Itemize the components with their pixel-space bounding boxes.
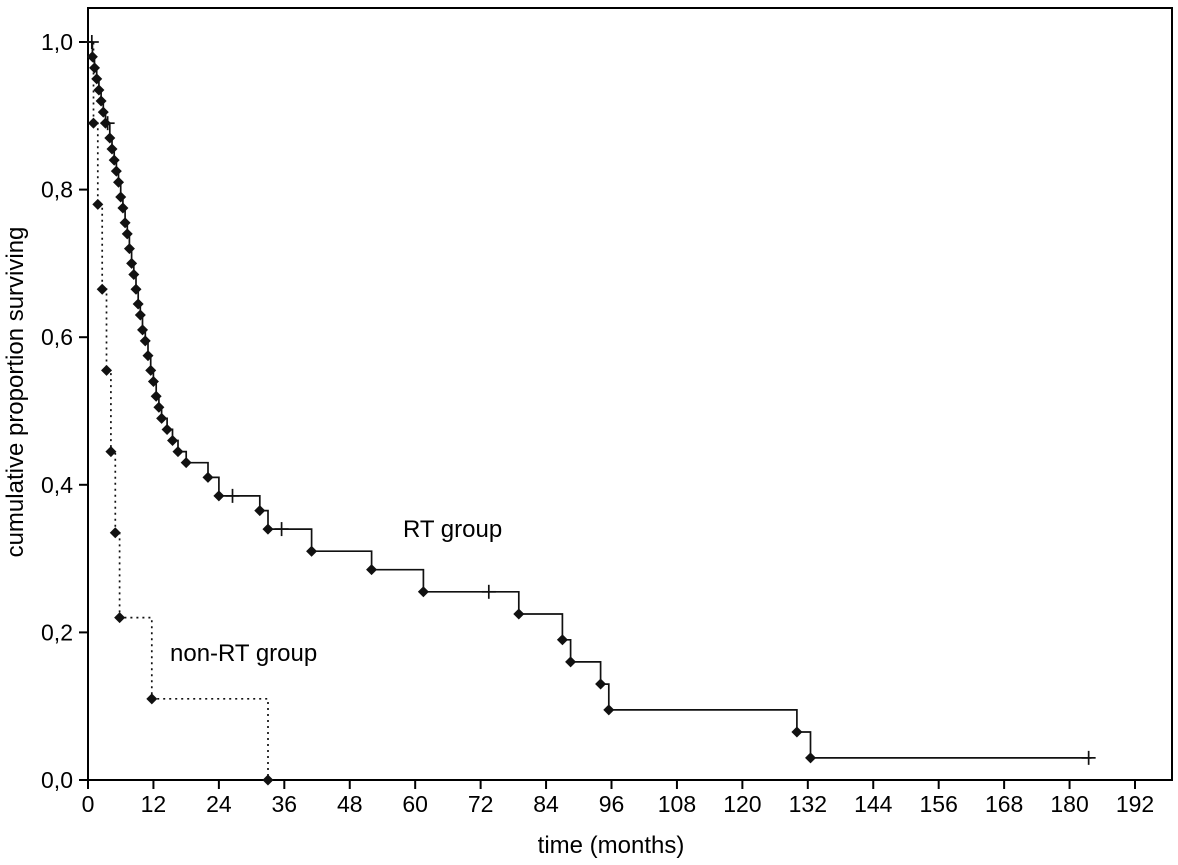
diamond-marker-non-rt-group: [146, 693, 158, 705]
diamond-marker-rt-group: [132, 298, 144, 310]
diamond-marker-rt-group: [97, 106, 109, 118]
y-tick-label: 0,4: [41, 472, 73, 498]
x-tick-label: 96: [599, 791, 625, 817]
diamond-marker-rt-group: [95, 95, 107, 107]
x-tick-label: 180: [1050, 791, 1088, 817]
diamond-marker-rt-group: [150, 390, 162, 402]
diamond-marker-non-rt-group: [92, 198, 104, 210]
diamond-marker-rt-group: [89, 62, 101, 74]
diamond-marker-rt-group: [104, 132, 116, 144]
diamond-marker-rt-group: [113, 176, 125, 188]
diamond-marker-rt-group: [126, 257, 138, 269]
x-tick-label: 12: [141, 791, 167, 817]
diamond-marker-rt-group: [142, 350, 154, 362]
diamond-marker-rt-group: [156, 412, 168, 424]
y-tick-label: 0,8: [41, 177, 73, 203]
diamond-marker-rt-group: [123, 243, 135, 255]
diamond-marker-non-rt-group: [114, 612, 126, 624]
y-tick-label: 0,2: [41, 619, 73, 645]
plot-frame: [87, 7, 1173, 781]
diamond-marker-non-rt-group: [96, 283, 108, 295]
diamond-marker-rt-group: [110, 165, 122, 177]
diamond-marker-rt-group: [565, 656, 577, 668]
x-tick-label: 168: [985, 791, 1023, 817]
diamond-marker-rt-group: [556, 634, 568, 646]
diamond-marker-rt-group: [153, 401, 165, 413]
x-tick-label: 144: [854, 791, 893, 817]
diamond-marker-rt-group: [93, 84, 105, 96]
x-tick-label: 192: [1116, 791, 1154, 817]
x-tick-label: 48: [337, 791, 363, 817]
diamond-marker-rt-group: [254, 505, 266, 517]
diamond-marker-rt-group: [139, 335, 151, 347]
rt-group-annotation: RT group: [403, 516, 503, 543]
x-tick-label: 24: [206, 791, 232, 817]
x-axis-title: time (months): [537, 832, 685, 859]
diamond-marker-rt-group: [128, 268, 140, 280]
diamond-marker-rt-group: [213, 490, 225, 502]
diamond-marker-rt-group: [161, 423, 173, 435]
diamond-marker-rt-group: [91, 73, 103, 85]
diamond-marker-non-rt-group: [87, 117, 99, 129]
x-tick-label: 132: [789, 791, 827, 817]
diamond-marker-rt-group: [513, 608, 525, 620]
x-tick-label: 120: [723, 791, 761, 817]
y-tick-label: 1,0: [41, 29, 73, 55]
diamond-marker-rt-group: [172, 446, 184, 458]
diamond-marker-rt-group: [180, 457, 192, 469]
x-tick-label: 84: [533, 791, 559, 817]
diamond-marker-non-rt-group: [262, 774, 274, 786]
diamond-marker-rt-group: [805, 752, 817, 764]
diamond-marker-rt-group: [147, 375, 159, 387]
diamond-marker-rt-group: [117, 202, 129, 214]
x-tick-label: 72: [468, 791, 494, 817]
diamond-marker-rt-group: [121, 228, 133, 240]
x-tick-label: 36: [272, 791, 298, 817]
diamond-marker-rt-group: [134, 309, 146, 321]
y-tick-label: 0,0: [41, 767, 73, 793]
y-axis-title: cumulative proportion surviving: [2, 226, 29, 558]
x-tick-label: 60: [402, 791, 428, 817]
diamond-marker-rt-group: [603, 704, 615, 716]
diamond-marker-rt-group: [115, 191, 127, 203]
diamond-marker-non-rt-group: [101, 364, 113, 376]
non-rt-group-annotation: non-RT group: [170, 640, 318, 667]
x-tick-label: 108: [658, 791, 696, 817]
diamond-marker-rt-group: [366, 564, 378, 576]
x-tick-label: 0: [82, 791, 95, 817]
diamond-marker-non-rt-group: [105, 446, 117, 458]
diamond-marker-rt-group: [130, 283, 142, 295]
diamond-marker-rt-group: [145, 364, 157, 376]
diamond-marker-rt-group: [202, 471, 214, 483]
diamond-marker-rt-group: [106, 143, 118, 155]
diamond-marker-rt-group: [306, 545, 318, 557]
diamond-marker-rt-group: [595, 678, 607, 690]
diamond-marker-rt-group: [262, 523, 274, 535]
diamond-marker-rt-group: [791, 726, 803, 738]
diamond-marker-rt-group: [137, 324, 149, 336]
diamond-marker-rt-group: [108, 154, 120, 166]
x-tick-label: 156: [920, 791, 958, 817]
diamond-marker-rt-group: [86, 51, 98, 63]
diamond-marker-rt-group: [119, 217, 131, 229]
diamond-marker-rt-group: [417, 586, 429, 598]
diamond-marker-non-rt-group: [109, 527, 121, 539]
diamond-marker-rt-group: [167, 435, 179, 447]
y-tick-label: 0,6: [41, 324, 73, 350]
